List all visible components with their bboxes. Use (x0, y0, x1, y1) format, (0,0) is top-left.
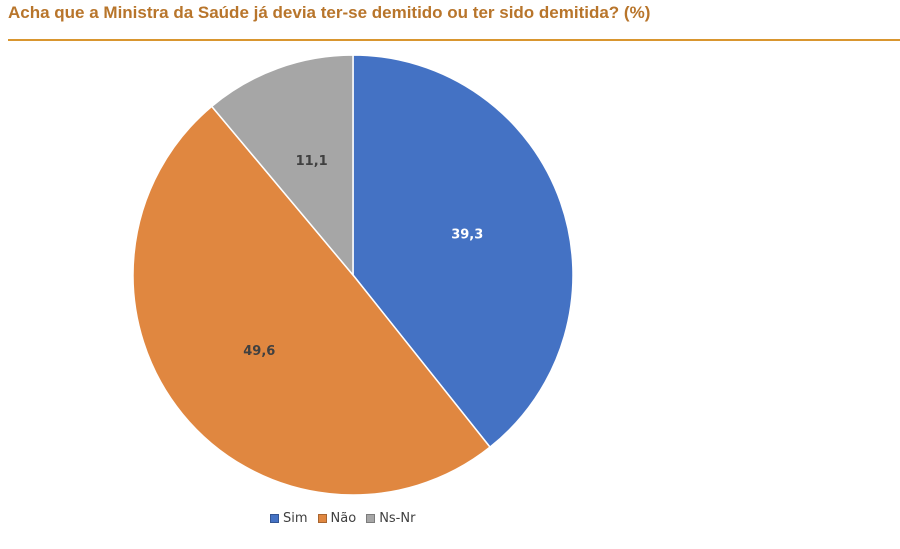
title-divider (8, 39, 900, 41)
slice-sim (352, 54, 574, 449)
legend-swatch-nao (317, 513, 327, 523)
legend-label-nao: Não (330, 510, 357, 526)
legend-item-sim: Sim (270, 511, 308, 526)
legend-label-sim: Sim (283, 510, 308, 526)
legend-item-nao: Não (317, 510, 357, 526)
legend: Sim Não Ns-Nr (270, 509, 425, 527)
slice-ns-nr (210, 54, 354, 278)
slice-label-sim: 39,3 (451, 228, 483, 243)
slice-nao (132, 105, 492, 496)
legend-swatch-sim (270, 513, 279, 523)
slice-label-ns-nr: 11,1 (296, 154, 328, 169)
legend-swatch-ns-nr (366, 513, 376, 523)
legend-item-ns-nr: Ns-Nr (366, 511, 415, 526)
slice-label-nao: 49,6 (243, 344, 275, 359)
legend-label-ns-nr: Ns-Nr (379, 510, 416, 526)
chart-title: Acha que a Ministra da Saúde já devia te… (8, 3, 651, 22)
